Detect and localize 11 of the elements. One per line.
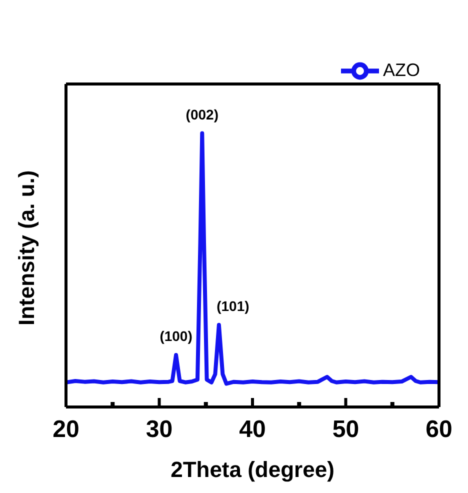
x-tick-label: 60 <box>426 416 452 443</box>
annotation: (101) <box>216 298 250 314</box>
x-tick-label: 50 <box>332 416 360 443</box>
x-axis-title: 2Theta (degree) <box>170 457 334 482</box>
annotation: (002) <box>186 106 218 122</box>
legend-label: AZO <box>382 60 420 80</box>
x-tick-label: 30 <box>146 416 173 443</box>
x-tick-label: 20 <box>52 416 80 443</box>
y-axis-title: Intensity (a. u.) <box>14 170 39 326</box>
x-tick-label: 40 <box>239 416 266 443</box>
annotation: (100) <box>160 328 192 344</box>
